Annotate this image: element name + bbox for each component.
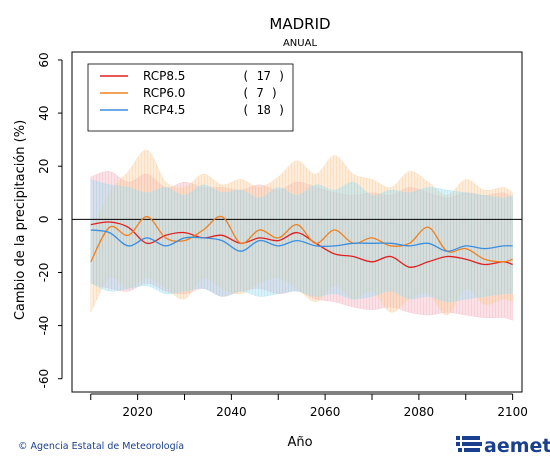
x-tick-label: 2040	[216, 405, 247, 419]
aemet-logo-icon	[456, 436, 482, 452]
y-tick-label: 40	[37, 105, 51, 120]
x-tick-label: 2080	[404, 405, 435, 419]
chart-title: MADRID	[269, 15, 330, 33]
y-tick-label: 0	[37, 216, 51, 224]
x-tick-label: 2100	[497, 405, 528, 419]
y-tick-label: -40	[37, 316, 51, 336]
legend: RCP8.5 ( 17 ) RCP6.0 ( 7 ) RCP4.5 ( 18 )	[87, 63, 294, 132]
legend-count-rcp60: ( 7 )	[242, 86, 278, 100]
aemet-logo-text: aemet	[484, 435, 550, 457]
legend-box	[87, 63, 294, 132]
legend-count-rcp45: ( 18 )	[242, 103, 285, 117]
chart-subtitle: ANUAL	[283, 38, 317, 49]
legend-count-rcp85: ( 17 )	[242, 69, 285, 83]
y-axis-label: Cambio de la precipitación (%)	[13, 120, 28, 320]
uncertainty-bands	[90, 150, 513, 321]
x-axis-label: Año	[287, 435, 312, 450]
band-rcp45	[90, 179, 513, 302]
x-axis: 2020 2040 2060 2080 2100	[90, 393, 528, 419]
legend-label-rcp85: RCP8.5	[143, 69, 185, 83]
mean-line-rcp45	[90, 229, 513, 252]
mean-lines	[90, 215, 513, 268]
legend-label-rcp45: RCP4.5	[143, 103, 185, 117]
agency-credit: © Agencia Estatal de Meteorología	[18, 441, 185, 452]
x-tick-label: 2060	[310, 405, 341, 419]
y-tick-label: 20	[37, 159, 51, 174]
y-axis: -60 -40 -20 0 20 40 60	[37, 52, 63, 389]
y-tick-label: 60	[37, 52, 51, 67]
x-tick-label: 2020	[122, 405, 153, 419]
legend-label-rcp60: RCP6.0	[143, 86, 185, 100]
y-tick-label: -20	[37, 263, 51, 283]
plot-frame	[71, 51, 523, 393]
y-tick-label: -60	[37, 369, 51, 389]
